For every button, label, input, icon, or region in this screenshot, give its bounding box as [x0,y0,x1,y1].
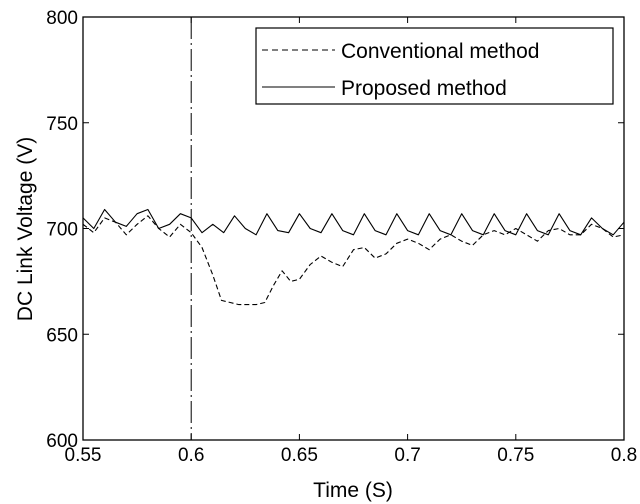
x-tick-label: 0.65 [281,445,318,466]
legend-label-proposed: Proposed method [341,77,507,100]
y-axis-label: DC Link Voltage (V) [14,137,37,321]
y-tick-label: 650 [46,325,78,346]
series-line-conventional [82,215,625,306]
y-tick-label: 700 [46,220,78,241]
legend-label-conventional: Conventional method [341,40,539,63]
x-axis-label: Time (S) [313,479,393,502]
x-tick-label: 0.55 [65,445,102,466]
axis-ticks: 0.55 0.6 0.65 0.7 0.75 0.8 600 650 700 750 800 [46,8,637,466]
x-tick-label: 0.6 [178,445,204,466]
legend-box [255,27,614,105]
plot-content [82,17,625,440]
x-tick-label: 0.75 [497,445,534,466]
x-tick-label: 0.8 [611,445,637,466]
y-tick-label: 800 [46,8,78,29]
legend: Conventional method Proposed method [255,27,614,105]
series-line-proposed [82,208,625,236]
y-tick-label: 750 [46,114,78,135]
y-tick-label: 600 [46,431,78,452]
x-tick-label: 0.7 [394,445,420,466]
